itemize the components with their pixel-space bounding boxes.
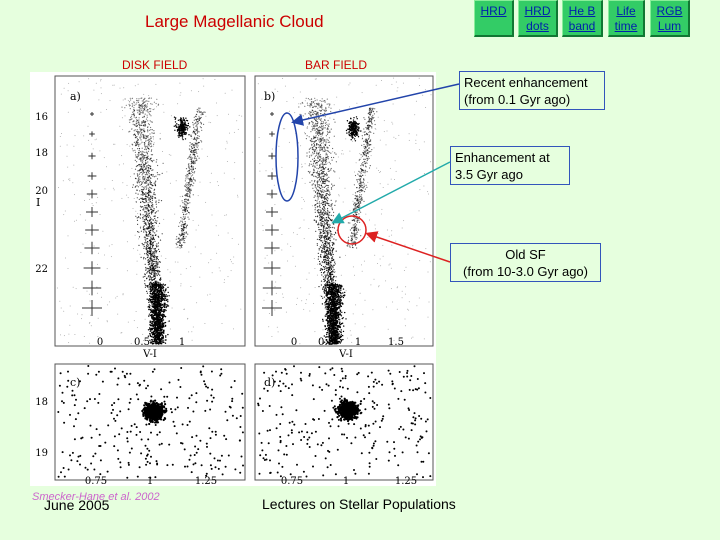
y-axis-label: I — [36, 196, 40, 209]
panel-b-stars — [257, 77, 432, 345]
y-tick-20: 20 — [35, 186, 48, 197]
panel-a-frame — [54, 75, 246, 347]
x-tick-b-15: 1.5 — [388, 337, 404, 348]
x-tick-c-125: 1.25 — [195, 476, 217, 486]
x-tick-c-075: 0.75 — [85, 476, 107, 486]
panel-b-label: b) — [264, 90, 275, 103]
x-tick-b-1: 1 — [355, 337, 361, 348]
annotation-old-sf: Old SF (from 10-3.0 Gyr ago) — [450, 243, 601, 282]
cmd-plot: a) b) c) d) 16 18 20 22 I 18 19 0 0.5 1 … — [35, 75, 434, 487]
x-axis-label-a: V-I — [142, 349, 157, 360]
cmd-figure: a) b) c) d) 16 18 20 22 I 18 19 0 0.5 1 … — [30, 72, 436, 487]
footer-lecture-title: Lectures on Stellar Populations — [262, 496, 456, 512]
y-tick-bottom-19: 19 — [35, 448, 48, 459]
panel-a-stars — [56, 78, 243, 345]
nav-hrd-button[interactable]: HRD — [474, 0, 514, 37]
slide-title: Large Magellanic Cloud — [145, 12, 324, 31]
panel-c-stars — [57, 365, 244, 479]
footer-credit: Smecker-Hane et al. 2002 — [32, 491, 160, 503]
x-tick-b-0: 0 — [291, 337, 297, 348]
x-tick-d-075: 0.75 — [281, 476, 303, 486]
y-tick-18: 18 — [35, 148, 48, 159]
panel-a-error-bars — [82, 112, 102, 316]
nav-heb-band-button[interactable]: He B band — [562, 0, 603, 37]
bar-field-label: BAR FIELD — [305, 58, 368, 72]
y-tick-16: 16 — [35, 112, 48, 123]
y-tick-bottom-18: 18 — [35, 397, 48, 408]
x-tick-a-0: 0 — [97, 337, 103, 348]
x-tick-a-05: 0.5 — [134, 337, 150, 348]
y-tick-22: 22 — [35, 264, 48, 275]
x-axis-label-b: V-I — [338, 349, 353, 360]
panel-b-frame — [254, 75, 434, 347]
panel-c-frame — [54, 363, 246, 481]
panel-d-label: d) — [264, 376, 275, 389]
footer-date: June 2005 — [44, 497, 110, 513]
nav-rgb-lum-button[interactable]: RGB Lum — [650, 0, 690, 37]
annotation-recent-enhancement: Recent enhancement (from 0.1 Gyr ago) — [459, 71, 605, 110]
x-tick-d-1: 1 — [343, 476, 349, 486]
panel-a-label: a) — [70, 90, 81, 103]
panel-c-label: c) — [70, 376, 80, 389]
nav-lifetime-button[interactable]: Life time — [608, 0, 645, 37]
panel-d-frame — [254, 363, 434, 481]
x-tick-a-1: 1 — [179, 337, 185, 348]
nav-hrd-dots-button[interactable]: HRD dots — [518, 0, 558, 37]
x-tick-b-05: 0.5 — [318, 337, 334, 348]
x-tick-c-1: 1 — [147, 476, 153, 486]
panel-b-error-bars — [262, 112, 282, 316]
panel-d-stars — [257, 365, 432, 479]
disk-field-label: DISK FIELD — [122, 58, 188, 72]
annotation-enhancement-3-5: Enhancement at 3.5 Gyr ago — [450, 146, 570, 185]
x-tick-d-125: 1.25 — [395, 476, 417, 486]
